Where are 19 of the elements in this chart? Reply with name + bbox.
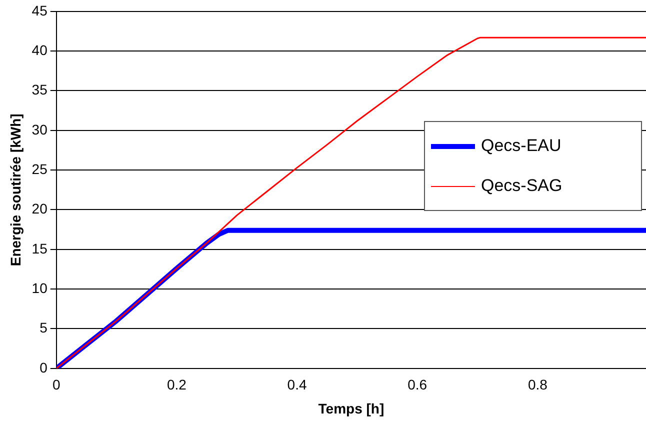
legend-label: Qecs-SAG: [481, 176, 562, 196]
y-tick-label: 20: [32, 200, 48, 217]
x-tick-label: 0.6: [408, 376, 428, 393]
x-tick-label: 0: [52, 376, 60, 393]
x-axis-title: Temps [h]: [318, 400, 384, 416]
x-tick-label: 0.8: [528, 376, 548, 393]
y-tick-label: 5: [40, 320, 48, 336]
y-tick-label: 35: [32, 82, 48, 98]
y-tick-label: 25: [32, 160, 48, 177]
y-tick-label: 45: [32, 2, 48, 18]
legend-label: Qecs-EAU: [481, 136, 562, 156]
y-tick-label: 30: [32, 121, 48, 138]
y-axis-title: Energie soutirée [kWh]: [7, 114, 24, 266]
y-tick-label: 0: [40, 359, 48, 376]
y-tick-label: 40: [32, 42, 48, 58]
y-tick-label: 10: [32, 280, 48, 296]
x-tick-label: 0.4: [287, 376, 307, 393]
y-tick-label: 15: [32, 240, 48, 256]
x-tick-label: 0.2: [166, 376, 187, 393]
